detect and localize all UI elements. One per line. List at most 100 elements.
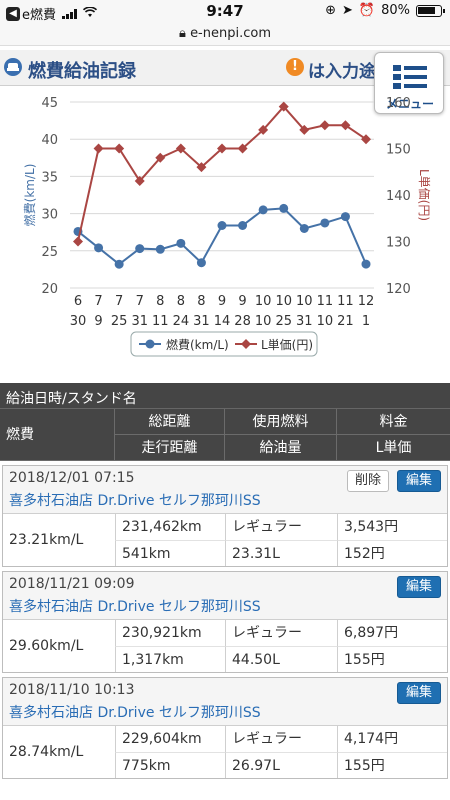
x-tick-label-day: 31 bbox=[296, 314, 313, 329]
data-point-efficiency bbox=[299, 223, 309, 233]
location-icon: ➤ bbox=[342, 3, 353, 18]
record-datetime: 2018/11/21 09:09 bbox=[9, 576, 135, 592]
header-fuel-amount: 給油量 bbox=[224, 435, 336, 461]
edit-button[interactable]: 編集 bbox=[397, 576, 441, 598]
record-station-link[interactable]: 喜多村石油店 Dr.Drive セルフ那珂川SS bbox=[9, 599, 261, 615]
data-point-efficiency bbox=[114, 259, 124, 269]
x-tick-label-month: 10 bbox=[255, 294, 272, 309]
legend-label-efficiency: 燃費(km/L) bbox=[166, 337, 229, 352]
record-card: 2018/11/10 10:13 喜多村石油店 Dr.Drive セルフ那珂川S… bbox=[2, 677, 448, 779]
wifi-icon bbox=[82, 5, 98, 22]
data-point-efficiency bbox=[238, 221, 248, 231]
record-efficiency: 28.74km/L bbox=[9, 744, 84, 760]
car-icon bbox=[4, 58, 22, 76]
x-tick-label-day: 9 bbox=[94, 314, 102, 329]
record-station-link[interactable]: 喜多村石油店 Dr.Drive セルフ那珂川SS bbox=[9, 493, 261, 509]
header-efficiency: 燃費 bbox=[0, 409, 114, 461]
x-tick-label-month: 9 bbox=[238, 294, 246, 309]
x-tick-label-month: 8 bbox=[197, 294, 205, 309]
data-point-efficiency bbox=[155, 244, 165, 254]
rotation-lock-icon: ⊕ bbox=[325, 3, 336, 18]
header-unit-price: L単価 bbox=[336, 435, 450, 461]
x-tick-label-day: 30 bbox=[70, 314, 87, 329]
menu-button[interactable]: メニュー bbox=[374, 52, 444, 114]
chevron-left-icon: ◀ bbox=[6, 6, 20, 21]
data-point-efficiency bbox=[340, 212, 350, 222]
record-header: 2018/11/21 09:09 喜多村石油店 Dr.Drive セルフ那珂川S… bbox=[3, 572, 447, 620]
data-point-unit-price bbox=[340, 120, 351, 131]
back-to-app[interactable]: ◀ e燃費 bbox=[6, 4, 98, 23]
y-right-axis-title: L単価(円) bbox=[417, 169, 431, 221]
clock: 9:47 bbox=[206, 2, 244, 20]
record-charge: 3,543円 bbox=[337, 514, 447, 540]
record-unit-price: 155円 bbox=[337, 646, 447, 672]
data-point-unit-price bbox=[134, 176, 145, 187]
x-tick-label-month: 8 bbox=[156, 294, 164, 309]
record-header: 2018/11/10 10:13 喜多村石油店 Dr.Drive セルフ那珂川S… bbox=[3, 678, 447, 726]
url-text: e-nenpi.com bbox=[190, 26, 271, 41]
battery-icon bbox=[416, 4, 445, 17]
data-point-unit-price bbox=[73, 236, 83, 247]
x-tick-label-month: 11 bbox=[317, 294, 334, 309]
legend-label-unit-price: L単価(円) bbox=[261, 338, 313, 352]
header-trip-distance: 走行距離 bbox=[114, 435, 224, 461]
data-point-efficiency bbox=[258, 205, 268, 215]
record-unit-price: 155円 bbox=[337, 752, 447, 778]
record-unit-price: 152円 bbox=[337, 540, 447, 566]
data-point-efficiency bbox=[279, 203, 289, 213]
x-tick-label-day: 10 bbox=[317, 314, 334, 329]
record-charge: 6,897円 bbox=[337, 620, 447, 646]
x-tick-label-month: 7 bbox=[136, 294, 144, 309]
delete-button[interactable]: 削除 bbox=[347, 470, 389, 492]
x-tick-label-day: 10 bbox=[255, 314, 272, 329]
edit-button[interactable]: 編集 bbox=[397, 470, 441, 492]
record-card: 2018/12/01 07:15 喜多村石油店 Dr.Drive セルフ那珂川S… bbox=[2, 465, 448, 567]
back-app-label: e燃費 bbox=[22, 8, 56, 23]
draft-notice[interactable]: は入力途 bbox=[308, 62, 376, 82]
x-tick-label-day: 14 bbox=[214, 314, 231, 329]
x-tick-label-day: 31 bbox=[193, 314, 210, 329]
edit-button[interactable]: 編集 bbox=[397, 682, 441, 704]
table-header: 燃費 総距離 使用燃料 料金 走行距離 給油量 L単価 bbox=[0, 409, 450, 461]
record-station-link[interactable]: 喜多村石油店 Dr.Drive セルフ那珂川SS bbox=[9, 705, 261, 721]
x-tick-label-month: 11 bbox=[337, 294, 354, 309]
x-tick-label-month: 7 bbox=[115, 294, 123, 309]
y-left-tick-label: 20 bbox=[41, 282, 58, 297]
data-point-unit-price bbox=[196, 162, 207, 173]
y-left-tick-label: 45 bbox=[41, 96, 58, 111]
x-tick-label-month: 7 bbox=[94, 294, 102, 309]
header-fuel-type: 使用燃料 bbox=[224, 409, 336, 435]
record-header: 2018/12/01 07:15 喜多村石油店 Dr.Drive セルフ那珂川S… bbox=[3, 466, 447, 514]
data-point-unit-price bbox=[237, 143, 248, 154]
x-tick-label-day: 24 bbox=[173, 314, 190, 329]
series-line-efficiency bbox=[77, 207, 367, 266]
data-point-efficiency bbox=[135, 244, 145, 254]
data-point-unit-price bbox=[299, 124, 310, 135]
header-charge: 料金 bbox=[336, 409, 450, 435]
record-trip-distance: 1,317km bbox=[115, 646, 225, 672]
data-point-unit-price bbox=[361, 134, 371, 145]
record-values: 23.21km/L 231,462km レギュラー 3,543円 541km 2… bbox=[3, 514, 447, 566]
info-icon[interactable]: ! bbox=[286, 58, 304, 76]
menu-list-icon bbox=[393, 65, 427, 89]
x-tick-label-day: 25 bbox=[275, 314, 292, 329]
record-total-distance: 230,921km bbox=[115, 620, 225, 646]
record-trip-distance: 775km bbox=[115, 752, 225, 778]
y-left-axis-title: 燃費(km/L) bbox=[22, 164, 37, 227]
records-table: 給油日時/スタンド名 燃費 総距離 使用燃料 料金 走行距離 給油量 L単価 2… bbox=[0, 383, 450, 779]
y-right-tick-label: 120 bbox=[386, 282, 411, 297]
data-point-unit-price bbox=[278, 101, 289, 112]
url-bar[interactable]: 🔒︎ e-nenpi.com bbox=[0, 24, 450, 46]
y-left-tick-label: 40 bbox=[41, 133, 58, 148]
data-point-unit-price bbox=[319, 120, 330, 131]
data-point-efficiency bbox=[217, 221, 227, 231]
record-efficiency: 29.60km/L bbox=[9, 638, 84, 654]
status-bar: ◀ e燃費 9:47 ⊕ ➤ ⏰ 80% bbox=[0, 0, 450, 24]
y-right-tick-label: 150 bbox=[386, 143, 411, 158]
data-point-unit-price bbox=[93, 143, 104, 154]
battery-percent: 80% bbox=[381, 3, 410, 18]
record-fuel-type: レギュラー bbox=[225, 620, 337, 646]
record-trip-distance: 541km bbox=[115, 540, 225, 566]
y-left-tick-label: 30 bbox=[41, 208, 58, 223]
